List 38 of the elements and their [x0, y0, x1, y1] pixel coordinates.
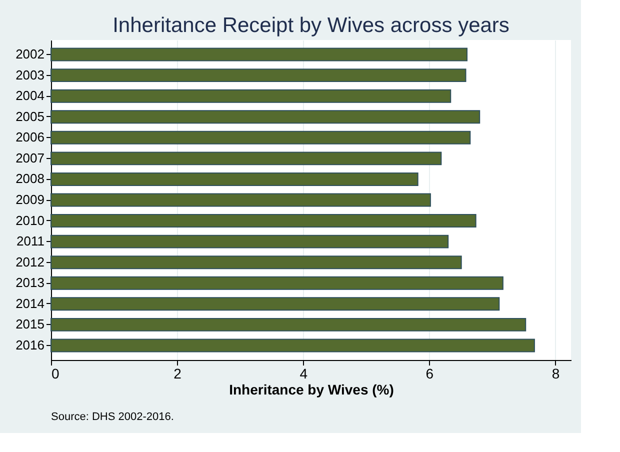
y-tick-label: 2016	[16, 337, 44, 352]
bar	[50, 48, 468, 62]
bar	[50, 152, 442, 166]
bar	[50, 338, 535, 352]
x-tick-label: 4	[300, 366, 308, 382]
y-tick-label: 2008	[16, 171, 44, 186]
bar	[50, 297, 500, 311]
y-tick-label: 2002	[16, 46, 44, 62]
y-tick-label: 2012	[16, 254, 44, 270]
bar	[50, 276, 504, 290]
x-tick-label: 2	[174, 366, 182, 382]
y-tick-label: 2013	[16, 275, 44, 290]
chart-title: Inheritance Receipt by Wives across years	[112, 14, 510, 37]
x-tick-label: 8	[552, 366, 560, 382]
x-tick-label: 6	[426, 366, 434, 382]
x-tick-label: 0	[52, 366, 60, 382]
y-tick-label: 2015	[16, 316, 44, 332]
y-tick-label: 2014	[16, 296, 44, 311]
bar	[50, 193, 431, 207]
y-tick-label: 2006	[16, 130, 44, 145]
bar	[50, 172, 418, 186]
y-tick-label: 2003	[16, 67, 44, 82]
source-note: Source: DHS 2002-2016.	[51, 411, 174, 423]
y-tick-label: 2007	[16, 150, 44, 166]
bar	[50, 318, 526, 332]
y-tick-label: 2005	[16, 108, 44, 124]
y-tick-label: 2011	[16, 234, 44, 249]
bar	[50, 256, 462, 270]
bar	[50, 130, 471, 144]
bar	[50, 214, 476, 228]
bar	[50, 68, 466, 82]
bar	[50, 234, 449, 248]
bar	[50, 89, 452, 103]
bar	[50, 110, 480, 124]
x-axis-title: Inheritance by Wives (%)	[229, 382, 394, 398]
y-tick-label: 2004	[16, 88, 44, 104]
y-tick-label: 2010	[16, 212, 44, 228]
y-tick-label: 2009	[16, 192, 44, 207]
